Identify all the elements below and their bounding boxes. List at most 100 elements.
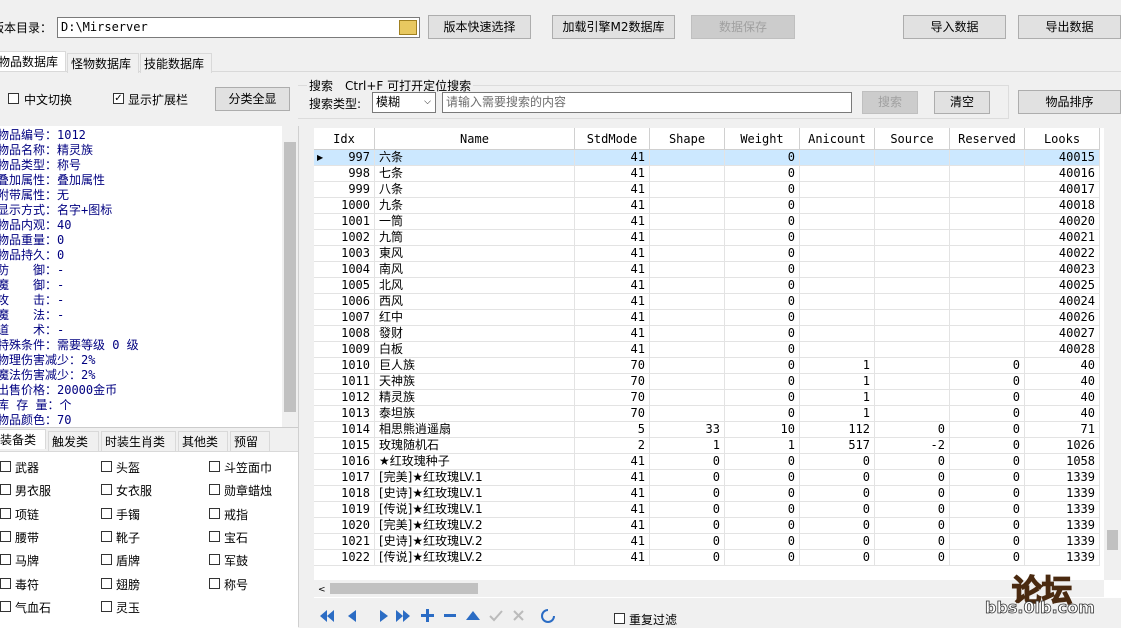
checkbox[interactable] <box>101 578 112 589</box>
cell[interactable] <box>650 246 725 262</box>
cell[interactable]: 112 <box>800 422 875 438</box>
cell[interactable]: 41 <box>575 310 650 326</box>
cell[interactable]: 0 <box>650 534 725 550</box>
cell[interactable]: 0 <box>800 486 875 502</box>
row-index[interactable]: 1006 <box>314 294 375 310</box>
cell[interactable]: 0 <box>725 182 800 198</box>
cell[interactable]: 1339 <box>1025 550 1100 566</box>
checkbox[interactable] <box>209 578 220 589</box>
cell[interactable] <box>650 374 725 390</box>
cell[interactable]: 40021 <box>1025 230 1100 246</box>
cell[interactable]: 0 <box>950 470 1025 486</box>
cell[interactable]: 41 <box>575 166 650 182</box>
cell[interactable] <box>950 166 1025 182</box>
cell[interactable]: 70 <box>575 390 650 406</box>
cell[interactable]: 41 <box>575 342 650 358</box>
cell[interactable]: 40 <box>1025 374 1100 390</box>
cell[interactable]: 0 <box>725 214 800 230</box>
row-index[interactable]: 1022 <box>314 550 375 566</box>
cell[interactable]: 红中 <box>375 310 575 326</box>
cell[interactable]: [传说]★红玫瑰LV.1 <box>375 502 575 518</box>
import-button[interactable]: 导入数据 <box>903 15 1006 39</box>
cell[interactable]: 41 <box>575 550 650 566</box>
cell[interactable]: 41 <box>575 518 650 534</box>
cell[interactable]: 相思熊逍遥扇 <box>375 422 575 438</box>
cell[interactable]: 九筒 <box>375 230 575 246</box>
row-index[interactable]: 1021 <box>314 534 375 550</box>
cell[interactable]: 泰坦族 <box>375 406 575 422</box>
cell[interactable]: 40020 <box>1025 214 1100 230</box>
row-index[interactable]: 1016 <box>314 454 375 470</box>
cell[interactable]: 0 <box>875 454 950 470</box>
cell[interactable]: 0 <box>950 358 1025 374</box>
cell[interactable]: 0 <box>950 518 1025 534</box>
cell[interactable]: 北风 <box>375 278 575 294</box>
cell[interactable] <box>650 326 725 342</box>
cell[interactable]: 40 <box>1025 390 1100 406</box>
cell[interactable]: 0 <box>725 534 800 550</box>
cell[interactable] <box>650 150 725 166</box>
show-all-button[interactable]: 分类全显 <box>215 87 290 111</box>
cell[interactable]: 0 <box>950 438 1025 454</box>
cell[interactable]: 0 <box>800 470 875 486</box>
cell[interactable] <box>950 198 1025 214</box>
cell[interactable]: 40 <box>1025 406 1100 422</box>
cell[interactable] <box>800 166 875 182</box>
cell[interactable]: 0 <box>950 374 1025 390</box>
category-tab[interactable]: 触发类 <box>48 431 99 451</box>
refresh-button[interactable] <box>542 610 554 622</box>
cell[interactable]: 41 <box>575 278 650 294</box>
cell[interactable]: [完美]★红玫瑰LV.2 <box>375 518 575 534</box>
row-index[interactable]: 1001 <box>314 214 375 230</box>
row-index[interactable]: 1017 <box>314 470 375 486</box>
checkbox[interactable] <box>0 484 11 495</box>
checkbox[interactable] <box>614 613 625 624</box>
cell[interactable] <box>650 406 725 422</box>
h-scrollbar[interactable]: < <box>314 580 1104 597</box>
cell[interactable]: 40023 <box>1025 262 1100 278</box>
cell[interactable] <box>950 294 1025 310</box>
cell[interactable]: 41 <box>575 470 650 486</box>
checkbox[interactable] <box>0 531 11 542</box>
scroll-left[interactable]: < <box>318 585 326 595</box>
cell[interactable]: 40026 <box>1025 310 1100 326</box>
cell[interactable]: 0 <box>725 502 800 518</box>
cell[interactable] <box>875 294 950 310</box>
cell[interactable] <box>650 390 725 406</box>
cell[interactable]: 0 <box>650 486 725 502</box>
cell[interactable]: 東风 <box>375 246 575 262</box>
cell[interactable]: 41 <box>575 486 650 502</box>
load-db-button[interactable]: 加载引擎M2数据库 <box>552 15 675 39</box>
first-button[interactable] <box>320 610 334 622</box>
cell[interactable] <box>875 374 950 390</box>
scroll-thumb[interactable] <box>330 583 478 594</box>
cell[interactable] <box>800 326 875 342</box>
cell[interactable]: 517 <box>800 438 875 454</box>
cell[interactable]: 33 <box>650 422 725 438</box>
cell[interactable]: 1 <box>800 406 875 422</box>
cell[interactable]: -2 <box>875 438 950 454</box>
db-tab[interactable]: 怪物数据库 <box>67 53 139 73</box>
cell[interactable] <box>650 294 725 310</box>
row-index[interactable]: 999 <box>314 182 375 198</box>
next-button[interactable] <box>380 610 388 622</box>
cell[interactable] <box>800 262 875 278</box>
cell[interactable]: 玫瑰随机石 <box>375 438 575 454</box>
cell[interactable]: 0 <box>725 454 800 470</box>
cell[interactable] <box>800 294 875 310</box>
insert-button[interactable] <box>421 609 434 622</box>
row-index[interactable]: 998 <box>314 166 375 182</box>
search-button[interactable]: 搜索 <box>862 91 918 114</box>
cell[interactable] <box>800 310 875 326</box>
cell[interactable]: 0 <box>725 246 800 262</box>
cell[interactable]: 41 <box>575 502 650 518</box>
cell[interactable] <box>875 342 950 358</box>
cell[interactable]: 41 <box>575 150 650 166</box>
checkbox[interactable] <box>101 554 112 565</box>
row-index[interactable]: 1003 <box>314 246 375 262</box>
cell[interactable]: 40 <box>1025 358 1100 374</box>
cell[interactable]: 1339 <box>1025 502 1100 518</box>
cell[interactable]: 41 <box>575 534 650 550</box>
info-scrollbar[interactable] <box>282 126 298 427</box>
cell[interactable] <box>800 214 875 230</box>
